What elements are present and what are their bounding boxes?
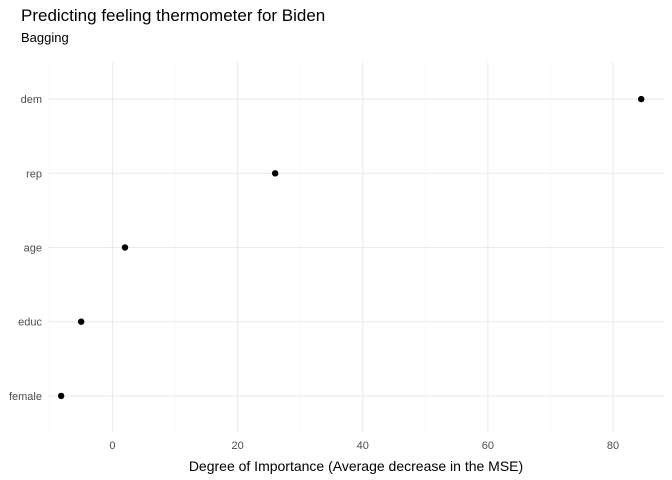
chart-title: Predicting feeling thermometer for Biden — [21, 6, 325, 25]
data-point-rep — [271, 170, 279, 177]
y-tick-label: age — [24, 243, 42, 255]
data-points — [57, 95, 645, 400]
data-point-female — [57, 392, 65, 400]
x-tick-label: 40 — [357, 440, 369, 452]
y-tick-label: educ — [18, 317, 42, 329]
data-point-age — [121, 244, 129, 251]
data-point-dem — [638, 95, 645, 103]
x-tick-label: 60 — [482, 440, 494, 452]
x-tick-label: 20 — [231, 440, 243, 452]
x-axis-labels: 0 20 40 60 80 — [109, 440, 619, 452]
chart-subtitle: Bagging — [21, 30, 69, 45]
x-axis-title: Degree of Importance (Average decrease i… — [189, 458, 523, 474]
data-point-educ — [77, 318, 85, 325]
x-tick-label: 80 — [607, 440, 619, 452]
grid — [48, 62, 665, 433]
y-tick-label: rep — [26, 168, 42, 180]
y-tick-label: dem — [21, 94, 42, 106]
y-axis-labels: dem rep age educ female — [9, 94, 43, 403]
y-tick-label: female — [9, 391, 42, 403]
x-tick-label: 0 — [109, 440, 115, 452]
